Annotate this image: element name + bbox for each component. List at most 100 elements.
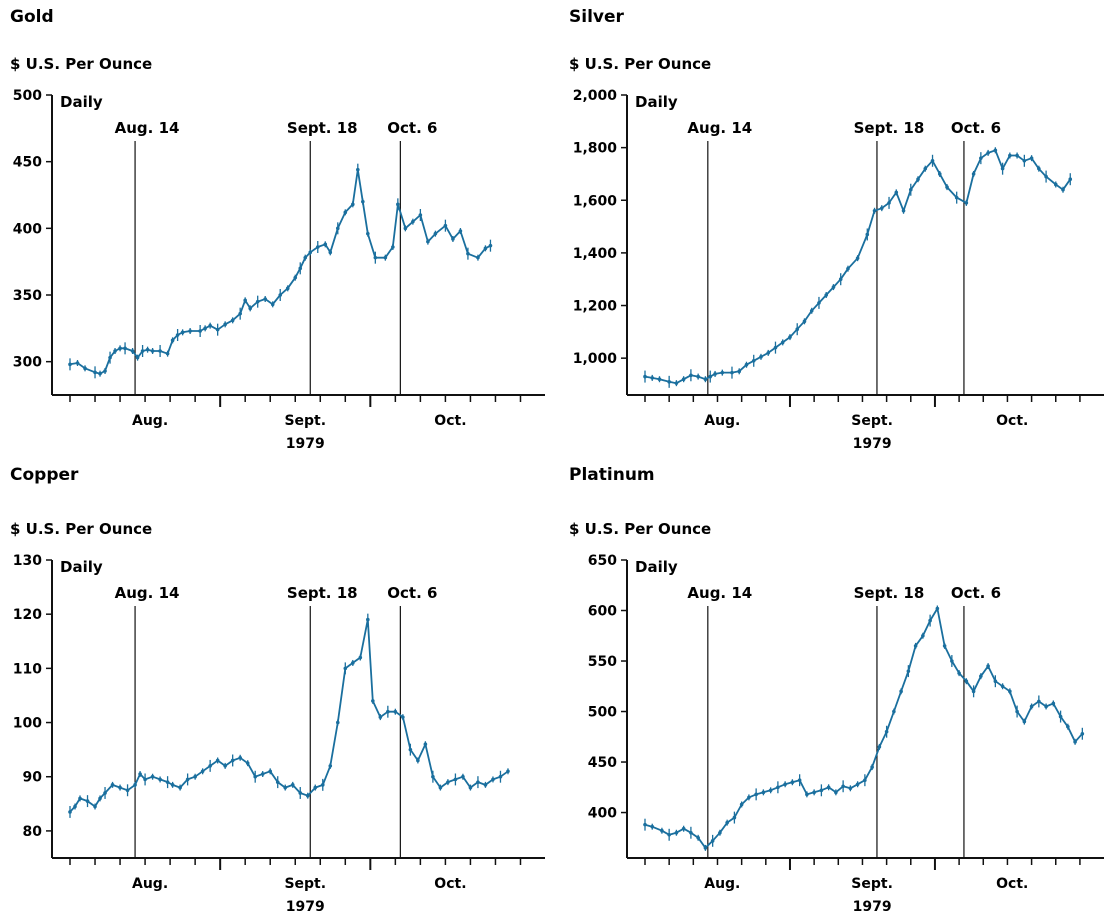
data-point	[797, 778, 802, 783]
data-point	[643, 374, 647, 379]
data-point	[403, 226, 408, 231]
data-point	[68, 362, 72, 367]
x-year-label: 1979	[853, 899, 892, 915]
data-point	[103, 791, 107, 795]
data-point	[371, 699, 375, 703]
data-point	[768, 788, 773, 793]
data-point	[923, 166, 928, 171]
y-tick-label: 1,600	[573, 193, 618, 209]
data-point	[443, 223, 448, 228]
data-point	[783, 782, 787, 787]
data-point	[713, 372, 717, 376]
data-point	[396, 202, 400, 207]
data-point	[1000, 166, 1005, 171]
data-point	[423, 742, 428, 747]
data-point	[879, 206, 884, 210]
data-point	[1029, 156, 1034, 160]
data-point	[426, 239, 430, 244]
data-point	[802, 319, 807, 324]
data-point	[238, 755, 242, 760]
data-point	[913, 644, 918, 648]
data-point	[208, 323, 212, 328]
data-point	[737, 369, 742, 374]
data-point	[908, 187, 913, 192]
data-point	[901, 208, 906, 213]
data-point	[170, 783, 175, 787]
data-point	[696, 835, 700, 840]
data-point	[681, 377, 686, 382]
data-point	[657, 377, 662, 382]
chart-title: Copper	[10, 465, 79, 485]
x-month-label: Sept.	[284, 413, 326, 429]
data-point	[78, 796, 82, 801]
data-point	[993, 679, 998, 684]
data-point	[899, 689, 903, 694]
data-point	[935, 606, 940, 611]
data-point	[834, 790, 838, 795]
series-label: Daily	[635, 93, 678, 111]
data-point	[674, 830, 679, 835]
y-tick-label: 550	[588, 654, 617, 670]
y-tick-label: 1,200	[573, 299, 618, 315]
data-point	[223, 764, 227, 768]
y-tick-label: 450	[588, 755, 617, 771]
data-point	[308, 250, 313, 255]
data-point	[411, 219, 415, 224]
data-point	[408, 747, 413, 752]
data-point	[343, 210, 348, 215]
gold-chart: Gold $ U.S. Per Ounce Daily 300 350 400 450 500…	[10, 7, 545, 452]
data-point	[754, 792, 758, 797]
data-point	[928, 618, 932, 623]
data-point	[667, 380, 671, 384]
data-point	[75, 361, 80, 365]
data-point	[1022, 719, 1027, 724]
data-point	[773, 345, 778, 350]
data-point	[817, 301, 821, 305]
data-point	[150, 349, 155, 353]
data-point	[744, 362, 749, 367]
data-point	[178, 785, 182, 790]
data-point	[125, 788, 130, 793]
data-point	[401, 715, 405, 719]
series-line	[644, 607, 1083, 849]
event-label: Oct. 6	[951, 119, 1001, 137]
data-point	[650, 376, 655, 380]
data-point	[1080, 731, 1085, 736]
data-point	[123, 346, 127, 351]
x-month-label: Aug.	[132, 876, 168, 892]
y-axis-label: $ U.S. Per Ounce	[10, 520, 152, 538]
data-point	[766, 351, 771, 355]
data-point	[245, 761, 250, 765]
data-point	[285, 286, 290, 291]
data-point	[841, 784, 845, 789]
data-point	[703, 377, 708, 382]
data-point	[303, 255, 308, 260]
data-point	[747, 795, 751, 800]
data-point	[739, 802, 744, 807]
silver-panel: Silver $ U.S. Per Ounce Daily 1,000 1,200 1,4…	[559, 0, 1118, 458]
x-month-label: Aug.	[704, 413, 740, 429]
data-point	[73, 804, 77, 809]
data-point	[145, 347, 150, 352]
platinum-panel: Platinum $ U.S. Per Ounce Daily 400 450 500 55…	[559, 458, 1118, 917]
y-tick-label: 300	[13, 355, 42, 371]
data-point	[185, 777, 190, 782]
data-point	[476, 255, 480, 260]
data-point	[468, 785, 473, 790]
data-point	[942, 644, 947, 648]
data-point	[848, 786, 853, 791]
copper-panel: Copper $ U.S. Per Ounce Daily 80 90 100 110 120…	[0, 458, 559, 917]
chart-title: Silver	[569, 7, 625, 27]
data-point	[805, 792, 809, 797]
data-point	[979, 156, 983, 160]
data-point	[313, 785, 318, 790]
y-tick-label: 2,000	[573, 88, 618, 104]
event-label: Oct. 6	[951, 584, 1001, 602]
x-year-label: 1979	[853, 436, 892, 452]
data-point	[113, 349, 117, 353]
data-point	[386, 709, 390, 714]
data-point	[208, 764, 212, 768]
series-line	[644, 149, 1072, 385]
data-point	[689, 830, 693, 835]
x-month-label: Oct.	[996, 413, 1028, 429]
